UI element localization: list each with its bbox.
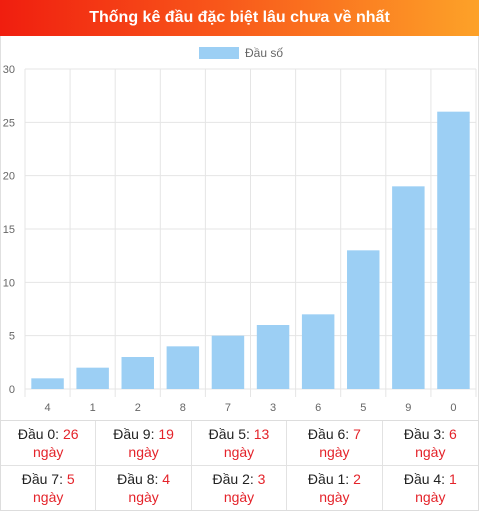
y-tick-label: 15 — [3, 224, 15, 236]
bar-7 — [211, 335, 245, 389]
stat-unit: ngày — [415, 443, 446, 460]
stat-label: Đầu 4: — [403, 470, 449, 487]
bar-8 — [166, 346, 200, 389]
stat-label: Đầu 5: — [208, 425, 254, 442]
stat-cell: Đầu 7: 5 ngày — [1, 465, 97, 510]
stat-unit: ngày — [223, 488, 255, 505]
y-tick-label: 20 — [3, 171, 15, 183]
x-tick-label: 2 — [135, 402, 141, 414]
bar-4 — [31, 378, 64, 389]
stat-value: 3 — [257, 470, 266, 487]
bar-2 — [121, 357, 154, 389]
bar-chart: Đầu số 0 5 10 15 20 25 30 4 1 2 8 7 3 6 5 9 0 — [3, 46, 477, 414]
stat-value: 2 — [353, 470, 361, 487]
stat-value: 1 — [448, 470, 457, 487]
stat-label: Đầu 1: — [307, 470, 354, 487]
y-tick-label: 30 — [3, 64, 15, 76]
stat-cell: Đầu 3: 6 ngày — [382, 421, 478, 466]
bar-6 — [301, 314, 335, 389]
stat-line: Đầu 0: 26 — [1, 425, 95, 443]
stat-cell: Đầu 2: 3 ngày — [192, 465, 288, 510]
stat-cell: Đầu 4: 1 ngày — [383, 466, 478, 511]
x-tick-label: 8 — [180, 402, 186, 414]
stat-label: Đầu 2: — [212, 470, 258, 487]
stat-unit: ngày — [319, 488, 350, 505]
stat-value: 26 — [62, 425, 79, 442]
y-tick-label: 10 — [3, 277, 15, 289]
x-tick-label: 7 — [225, 402, 231, 414]
x-tick-label: 5 — [360, 402, 366, 414]
stat-line: Đầu 2: 3 — [192, 470, 286, 488]
bar-0 — [437, 111, 470, 390]
chart-title: Thống kê đầu đặc biệt lâu chưa về nhất — [89, 9, 390, 26]
stat-value: 5 — [66, 470, 75, 487]
stat-line: Đầu 7: 5 — [1, 470, 95, 488]
stat-unit: ngày — [223, 443, 255, 460]
stat-label: Đầu 7: — [21, 470, 67, 487]
stat-cell: Đầu 8: 4 ngày — [96, 465, 192, 510]
stats-table: Đầu 0: 26 ngày Đầu 9: 19 ngày Đầu 5: 13 ngày Đ… — [0, 420, 479, 511]
bar-1 — [76, 367, 109, 389]
stat-label: Đầu 8: — [117, 470, 163, 487]
x-tick-label: 4 — [44, 402, 50, 414]
bar-3 — [256, 325, 290, 389]
legend-swatch — [199, 47, 239, 59]
stat-label: Đầu 9: — [113, 425, 159, 442]
stat-line: Đầu 6: 7 — [287, 425, 381, 443]
stat-cell: Đầu 6: 7 ngày — [287, 421, 383, 466]
stat-cell: Đầu 0: 26 ngày — [1, 421, 97, 466]
stat-line: Đầu 1: 2 — [287, 470, 381, 488]
bar-5 — [347, 250, 380, 389]
y-tick-label: 5 — [9, 331, 15, 343]
stat-unit: ngày — [128, 488, 159, 505]
stat-cell: Đầu 5: 13 ngày — [191, 421, 288, 466]
bar-9 — [392, 186, 425, 389]
stat-line: Đầu 9: 19 — [96, 425, 190, 443]
stat-cell: Đầu 9: 19 ngày — [96, 421, 192, 466]
legend-label: Đầu số — [245, 46, 283, 60]
stat-line: Đầu 8: 4 — [96, 470, 190, 488]
bar-chart-area: Đầu số 0 5 10 15 20 25 30 4 1 2 8 7 3 6 5 9 0 — [0, 36, 479, 420]
stat-cell: Đầu 1: 2 ngày — [287, 465, 383, 510]
x-tick-label: 1 — [90, 402, 96, 414]
stat-unit: ngày — [128, 443, 159, 460]
stat-value: 19 — [158, 425, 174, 442]
stat-label: Đầu 0: — [17, 425, 63, 442]
stat-value: 7 — [353, 425, 361, 442]
stat-unit: ngày — [33, 443, 64, 460]
x-tick-label: 3 — [270, 402, 276, 414]
stat-label: Đầu 3: — [403, 425, 449, 442]
stat-unit: ngày — [319, 443, 350, 460]
stat-value: 6 — [448, 425, 457, 442]
stat-line: Đầu 4: 1 — [383, 470, 478, 488]
chart-title-bar: Thống kê đầu đặc biệt lâu chưa về nhất — [0, 0, 479, 36]
y-tick-label: 0 — [9, 384, 15, 396]
stat-unit: ngày — [415, 488, 446, 505]
x-tick-label: 0 — [450, 402, 456, 414]
stat-label: Đầu 6: — [307, 425, 354, 442]
y-tick-label: 25 — [3, 117, 15, 129]
stat-line: Đầu 5: 13 — [192, 425, 286, 443]
x-tick-label: 9 — [405, 402, 411, 414]
stat-value: 13 — [253, 425, 270, 442]
x-tick-label: 6 — [315, 402, 321, 414]
stat-value: 4 — [162, 470, 171, 487]
stat-line: Đầu 3: 6 — [383, 425, 478, 443]
stat-unit: ngày — [33, 488, 64, 505]
